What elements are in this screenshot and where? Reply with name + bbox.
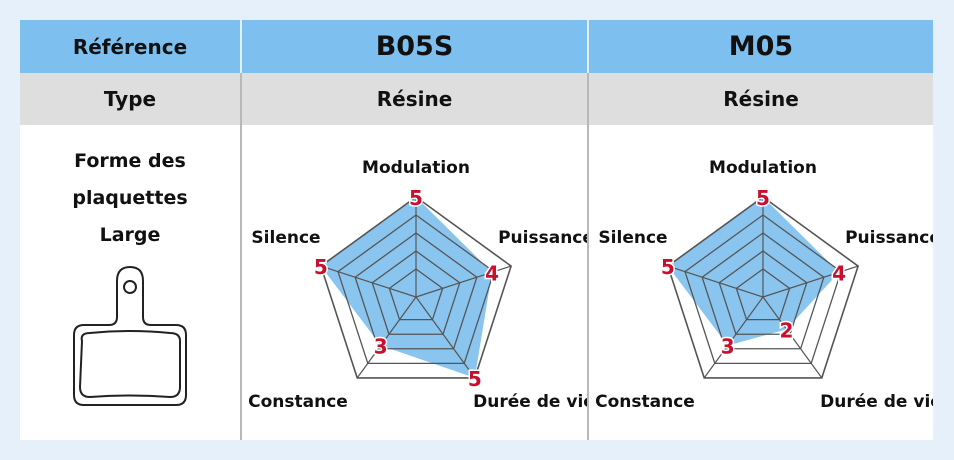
shape-label-line: plaquettes — [72, 187, 188, 209]
product-m05: M05 — [587, 20, 933, 73]
radar-value-label: 4 — [832, 261, 846, 285]
radar-axis-label: Silence — [251, 228, 320, 248]
radar-spoke — [415, 296, 476, 379]
radar-chart-m05: Modulation Puissance Durée de vie Constance… — [595, 158, 933, 412]
brake-pad-lining — [78, 330, 181, 399]
radar-spoke — [320, 265, 417, 298]
brake-pad-hole — [123, 280, 137, 294]
radar-axis-label: Constance — [248, 392, 348, 412]
radar-grid-ring — [666, 196, 860, 379]
shape-label: Forme des plaquettes Large — [20, 143, 240, 254]
radar-cell-m05: Modulation Puissance Durée de vie Constance… — [587, 125, 933, 440]
radar-value-label: 2 — [780, 318, 794, 342]
radar-axis-label: Constance — [595, 392, 695, 412]
radar-value-label: 5 — [409, 186, 423, 210]
radar-axis-label: Durée de vie — [820, 392, 933, 412]
reference-label: Référence — [72, 34, 188, 59]
product-b05s: B05S — [240, 20, 587, 73]
radar-spoke — [762, 296, 823, 379]
type-b05s: Résine — [240, 73, 587, 125]
radar-value-label: 5 — [314, 255, 328, 279]
radar-grid-ring — [701, 232, 825, 350]
radar-axis-label: Silence — [598, 228, 667, 248]
radar-grid-ring — [718, 250, 808, 335]
type-row: Type Résine Résine — [20, 73, 933, 125]
radar-series-area — [320, 197, 493, 378]
radar-spoke — [356, 296, 417, 379]
radar-grid-ring — [388, 268, 444, 321]
radar-value-label: 3 — [374, 335, 388, 359]
radar-value-label: 5 — [661, 255, 675, 279]
radar-spoke — [762, 265, 859, 298]
radar-grid-ring — [371, 250, 461, 335]
type-m05: Résine — [587, 73, 933, 125]
radar-axis-label: Modulation — [709, 158, 817, 178]
type-label: Type — [103, 87, 157, 111]
brake-pad-icon — [73, 265, 187, 406]
radar-spoke — [667, 265, 764, 298]
radar-axis-label: Durée de vie — [473, 392, 587, 412]
shape-label-line: Large — [99, 224, 161, 246]
radar-spoke — [415, 265, 512, 298]
brake-pad-outline — [73, 265, 187, 406]
radar-grid-ring — [337, 214, 495, 364]
header-row: Référence B05S M05 — [20, 20, 933, 73]
radar-grid-ring — [354, 232, 478, 350]
shape-row: Forme des plaquettes Large Modulation Pui… — [20, 125, 933, 440]
radar-grid-ring — [684, 214, 842, 364]
radar-axis-label: Modulation — [362, 158, 470, 178]
radar-spoke — [703, 296, 764, 379]
radar-value-label: 5 — [468, 367, 482, 391]
radar-axis-label: Puissance — [498, 228, 587, 248]
radar-grid-ring — [319, 196, 513, 379]
radar-chart-b05s: Modulation Puissance Durée de vie Constance… — [248, 158, 587, 412]
radar-cell-b05s: Modulation Puissance Durée de vie Constance… — [240, 125, 587, 440]
shape-label-line: Forme des — [74, 150, 186, 172]
radar-series-area — [667, 197, 840, 346]
radar-value-label: 5 — [756, 186, 770, 210]
radar-value-label: 3 — [721, 335, 735, 359]
radar-axis-label: Puissance — [845, 228, 933, 248]
shape-cell: Forme des plaquettes Large — [20, 125, 240, 440]
radar-value-label: 4 — [485, 261, 499, 285]
comparison-table: Référence B05S M05 Type Résine Résine Fo… — [20, 20, 933, 440]
radar-grid-ring — [735, 268, 791, 321]
